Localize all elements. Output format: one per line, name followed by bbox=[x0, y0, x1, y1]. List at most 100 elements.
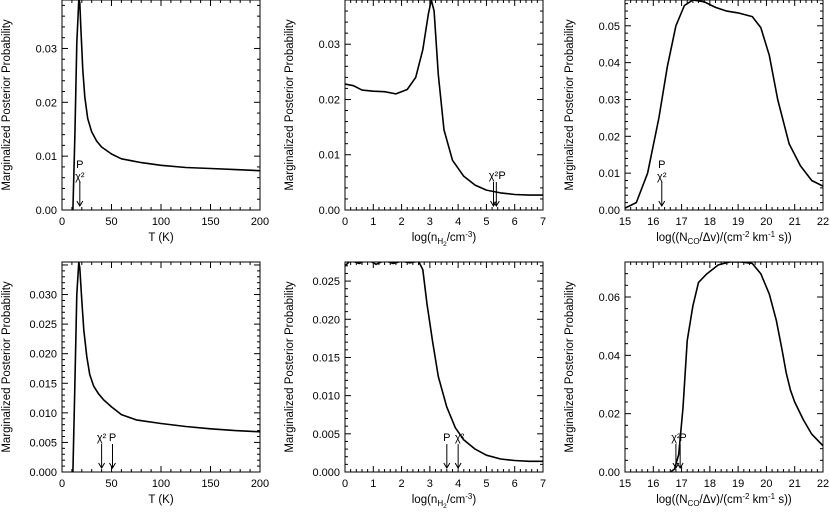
y-tick-label: 0.01 bbox=[319, 150, 340, 162]
y-tick-label: 0.00 bbox=[319, 205, 340, 217]
estimate-arrowhead bbox=[76, 200, 84, 207]
x-tick-label: 3 bbox=[427, 216, 433, 228]
y-tick-label: 0.02 bbox=[599, 409, 620, 421]
label-p: P bbox=[658, 159, 665, 171]
x-tick-label: 18 bbox=[704, 478, 716, 490]
x-axis-label: log((NCO/Δv)/(cm-2 km-1 s)) bbox=[656, 230, 792, 246]
posterior-curve bbox=[345, 262, 543, 463]
estimate-arrowhead bbox=[454, 462, 462, 469]
x-tick-label: 22 bbox=[817, 478, 829, 490]
label-p: P bbox=[109, 432, 116, 444]
y-tick-label: 0.030 bbox=[29, 290, 57, 302]
x-tick-label: 19 bbox=[732, 478, 744, 490]
label-chi2: χ² bbox=[455, 432, 465, 444]
panel-bottom-middle: 0 1 2 3 4 5 6 7 0.000 0.005 0.010 0.015 0.020 0.025 lo… bbox=[284, 261, 546, 510]
x-tick-label: 19 bbox=[732, 216, 744, 228]
x-tick-label: 4 bbox=[455, 478, 461, 490]
label-chi2: χ² bbox=[75, 171, 85, 183]
x-axis-label: T (K) bbox=[148, 232, 174, 244]
x-tick-label: 17 bbox=[675, 478, 687, 490]
y-tick-label: 0.03 bbox=[36, 43, 57, 55]
y-tick-label: 0.000 bbox=[312, 467, 340, 479]
plot-frame bbox=[624, 0, 824, 211]
x-tick-label: 0 bbox=[342, 216, 348, 228]
y-tick-label: 0.015 bbox=[29, 378, 57, 390]
x-tick-label: 100 bbox=[152, 478, 170, 490]
x-tick-label: 0 bbox=[59, 216, 65, 228]
y-tick-label: 0.05 bbox=[599, 21, 620, 33]
label-chi2: χ² bbox=[489, 170, 499, 182]
y-tick-label: 0.04 bbox=[599, 58, 620, 70]
posterior-curve bbox=[669, 262, 823, 472]
x-axis-label: T (K) bbox=[148, 494, 174, 506]
y-tick-label: 0.000 bbox=[29, 467, 57, 479]
x-tick-label: 150 bbox=[201, 216, 219, 228]
x-tick-label: 15 bbox=[619, 478, 631, 490]
x-axis-label: log((NCO/Δv)/(cm-2 km-1 s)) bbox=[656, 492, 792, 508]
x-tick-label: 2 bbox=[399, 478, 405, 490]
x-tick-label: 16 bbox=[647, 478, 659, 490]
y-tick-label: 0.04 bbox=[599, 350, 620, 362]
x-tick-label: 0 bbox=[59, 478, 65, 490]
x-tick-label: 50 bbox=[105, 216, 117, 228]
label-chi2: χ² bbox=[671, 432, 681, 444]
x-tick-label: 22 bbox=[817, 216, 829, 228]
x-tick-label: 7 bbox=[540, 478, 546, 490]
x-tick-label: 100 bbox=[152, 216, 170, 228]
estimate-arrowhead bbox=[492, 200, 500, 207]
x-axis-label: log(nH2/cm-3) bbox=[412, 492, 477, 510]
x-tick-label: 6 bbox=[512, 216, 518, 228]
y-tick-label: 0.020 bbox=[312, 314, 340, 326]
y-tick-label: 0.03 bbox=[599, 94, 620, 106]
posterior-curve bbox=[72, 0, 260, 210]
estimate-arrowhead bbox=[98, 462, 106, 469]
x-tick-label: 3 bbox=[427, 478, 433, 490]
y-tick-label: 0.020 bbox=[29, 349, 57, 361]
estimate-arrowhead bbox=[490, 200, 497, 207]
x-tick-label: 21 bbox=[789, 478, 801, 490]
panel-top-right: 15 16 17 18 19 20 21 22 0.00 0.01 0.02 0.03 0.04 0.05… bbox=[564, 0, 829, 246]
estimate-arrowhead bbox=[658, 200, 666, 207]
x-tick-label: 150 bbox=[201, 478, 219, 490]
posterior-curve bbox=[72, 262, 260, 472]
x-tick-label: 0 bbox=[342, 478, 348, 490]
y-tick-label: 0.025 bbox=[29, 319, 57, 331]
plot-frame bbox=[61, 261, 261, 473]
label-chi2: χ² bbox=[97, 432, 107, 444]
x-tick-label: 6 bbox=[512, 478, 518, 490]
label-p: P bbox=[679, 432, 686, 444]
y-tick-label: 0.025 bbox=[312, 276, 340, 288]
x-tick-label: 18 bbox=[704, 216, 716, 228]
panel-top-left: 0 50 100 150 200 0.00 0.01 0.02 0.03 T (K) Margina… bbox=[1, 0, 269, 244]
y-tick-label: 0.01 bbox=[36, 151, 57, 163]
x-tick-label: 20 bbox=[760, 478, 772, 490]
posterior-curve bbox=[625, 0, 823, 209]
y-axis-label: Marginalized Posterior Probability bbox=[284, 281, 296, 453]
x-tick-label: 200 bbox=[251, 216, 269, 228]
posterior-curve bbox=[345, 0, 543, 196]
x-tick-label: 5 bbox=[483, 478, 489, 490]
y-axis-label: Marginalized Posterior Probability bbox=[564, 19, 576, 191]
label-p: P bbox=[443, 432, 450, 444]
plot-frame bbox=[624, 261, 824, 473]
y-tick-label: 0.02 bbox=[36, 97, 57, 109]
y-tick-label: 0.010 bbox=[29, 408, 57, 420]
y-tick-label: 0.00 bbox=[599, 467, 620, 479]
y-tick-label: 0.02 bbox=[319, 94, 340, 106]
y-tick-label: 0.03 bbox=[319, 39, 340, 51]
x-tick-label: 16 bbox=[647, 216, 659, 228]
x-tick-label: 1 bbox=[370, 216, 376, 228]
x-tick-label: 200 bbox=[251, 478, 269, 490]
panel-bottom-right: 15 16 17 18 19 20 21 22 0.00 0.02 0.04 0.06 log((NCO… bbox=[564, 261, 829, 508]
label-chi2: χ² bbox=[657, 171, 667, 183]
x-tick-label: 7 bbox=[540, 216, 546, 228]
estimate-arrowhead bbox=[443, 462, 451, 469]
y-tick-label: 0.00 bbox=[599, 205, 620, 217]
y-axis-label: Marginalized Posterior Probability bbox=[1, 281, 13, 453]
x-tick-label: 15 bbox=[619, 216, 631, 228]
y-tick-label: 0.010 bbox=[312, 391, 340, 403]
x-tick-label: 2 bbox=[399, 216, 405, 228]
y-axis-label: Marginalized Posterior Probability bbox=[564, 281, 576, 453]
panel-bottom-left: 0 50 100 150 200 0.000 0.005 0.010 0.015 0.020 0.0… bbox=[1, 261, 269, 506]
